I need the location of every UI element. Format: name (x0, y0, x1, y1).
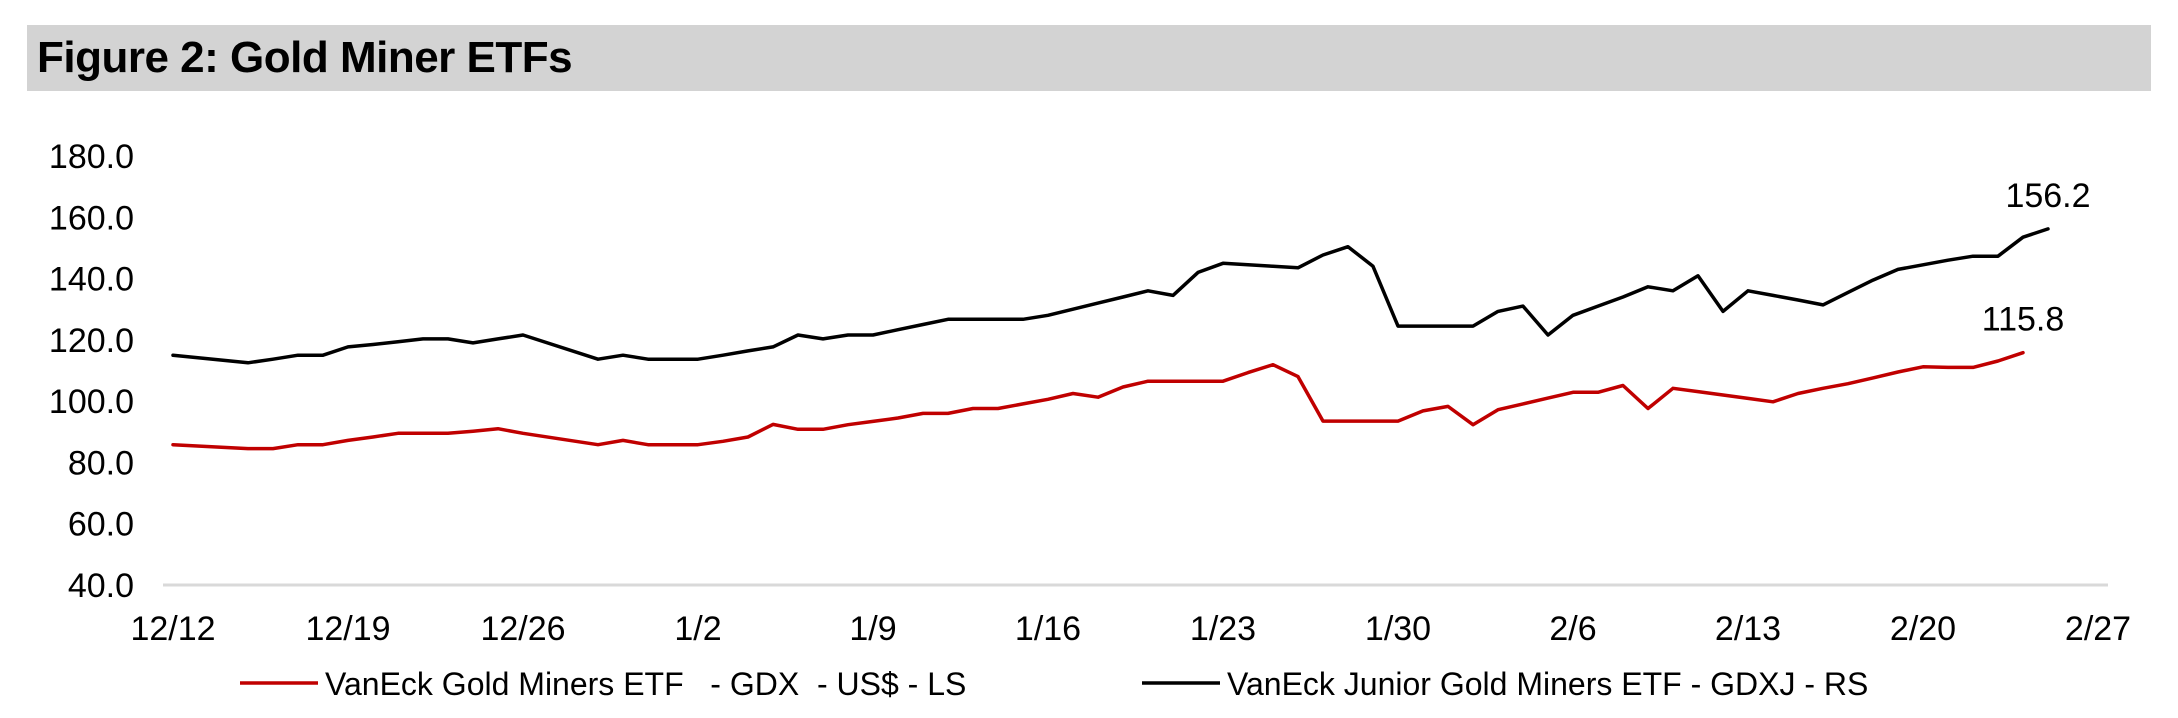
x-axis: 12/12 12/19 12/26 1/2 1/9 1/16 1/23 1/30 2/6 2/13… (130, 610, 2131, 648)
x-tick-label: 1/30 (1365, 610, 1431, 648)
legend-label: VanEck Junior Gold Miners ETF - GDXJ - R… (1227, 666, 1868, 702)
y-tick-label: 140.0 (49, 261, 134, 299)
x-tick-label: 12/19 (305, 610, 390, 648)
chart-title: Figure 2: Gold Miner ETFs (37, 33, 573, 82)
x-tick-label: 2/13 (1715, 610, 1781, 648)
series-line-gdxj (171, 227, 2050, 365)
series-layer (171, 227, 2050, 451)
y-tick-label: 100.0 (49, 383, 134, 421)
y-tick-label: 60.0 (68, 506, 134, 544)
y-axis: 180.0 160.0 140.0 120.0 100.0 80.0 60.0 40.0 (49, 138, 134, 605)
x-tick-label: 2/6 (1549, 610, 1596, 648)
x-tick-label: 12/26 (480, 610, 565, 648)
x-tick-label: 1/23 (1190, 610, 1256, 648)
x-tick-label: 1/9 (849, 610, 896, 648)
x-tick-label: 1/2 (674, 610, 721, 648)
y-tick-label: 40.0 (68, 567, 134, 605)
x-tick-label: 2/27 (2065, 610, 2131, 648)
end-value-label: 156.2 (2005, 177, 2090, 215)
x-tick-label: 12/12 (130, 610, 215, 648)
y-tick-label: 180.0 (49, 138, 134, 176)
x-tick-label: 2/20 (1890, 610, 1956, 648)
y-tick-label: 160.0 (49, 199, 134, 237)
y-tick-label: 120.0 (49, 322, 134, 360)
end-value-label: 115.8 (1982, 301, 2065, 339)
legend-label: VanEck Gold Miners ETF - GDX - US$ - LS (325, 666, 966, 702)
x-tick-label: 1/16 (1015, 610, 1081, 648)
legend: VanEck Gold Miners ETF - GDX - US$ - LS V… (240, 666, 1868, 702)
y-tick-label: 80.0 (68, 444, 134, 482)
series-line-gdx (171, 350, 2025, 451)
end-labels: 115.8 156.2 (1982, 177, 2091, 339)
title-bar: Figure 2: Gold Miner ETFs (27, 25, 2151, 91)
